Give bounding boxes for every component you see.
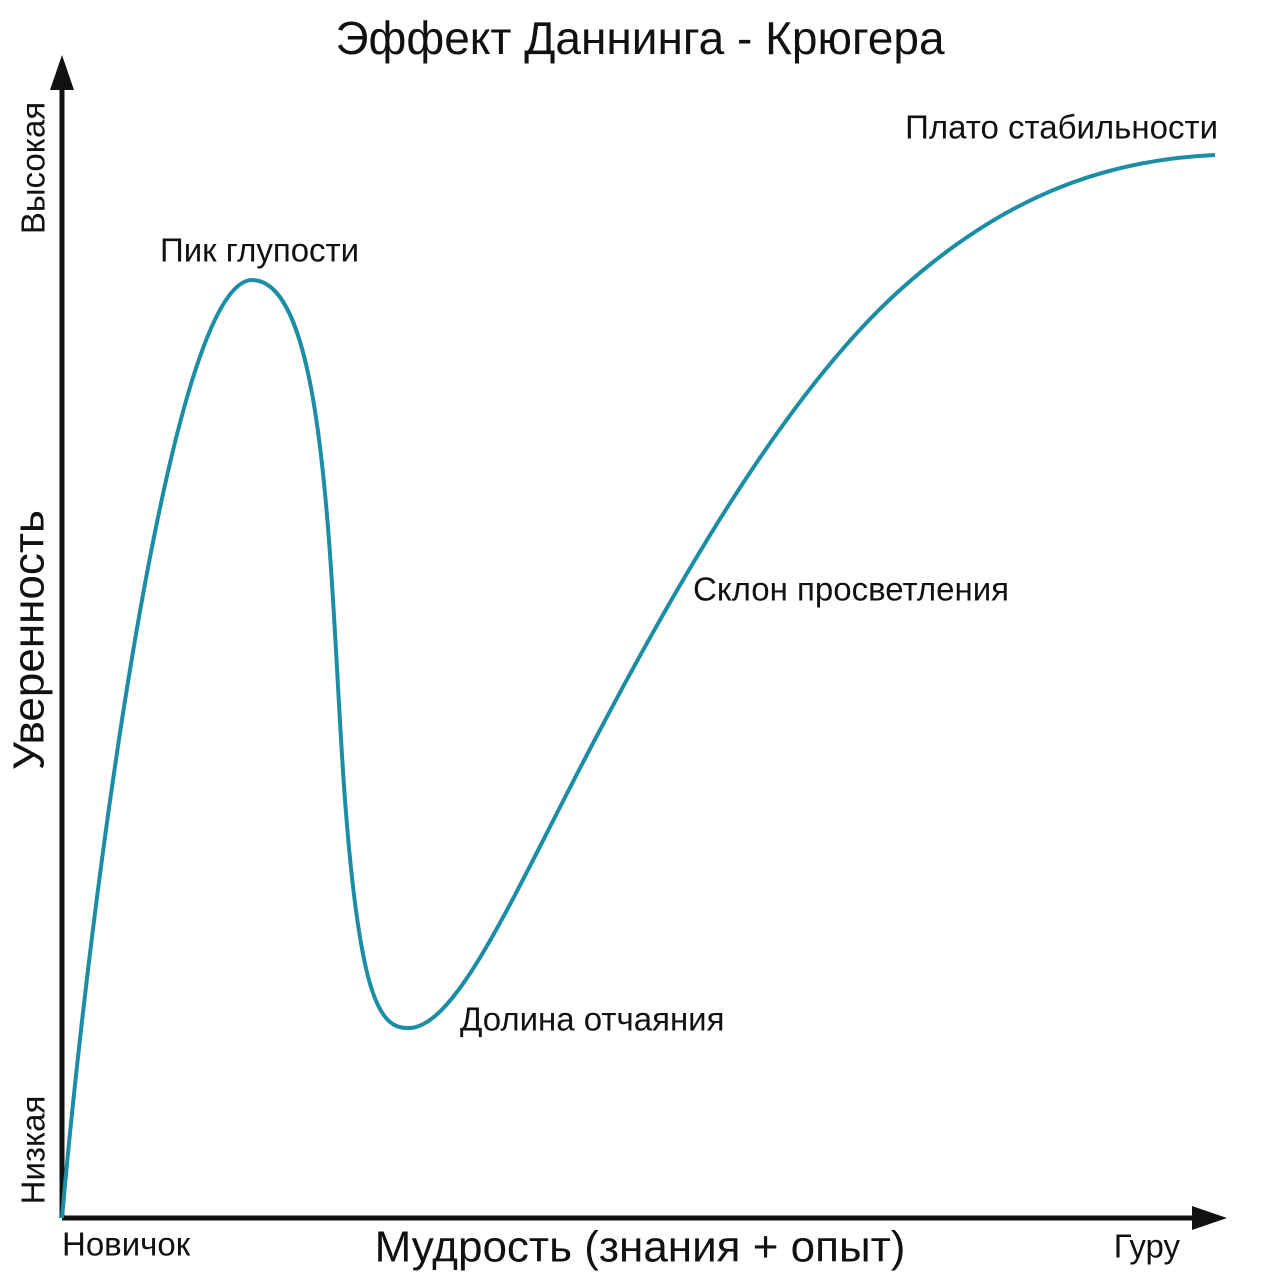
x-low: Новичок [62, 1226, 191, 1263]
curve [60, 153, 1216, 1219]
annotation: Плато стабильности [905, 109, 1218, 146]
title: Эффект Даннинга - Крюгера [335, 12, 945, 64]
y-high: Высокая [15, 102, 52, 234]
annotation: Склон просветления [693, 571, 1009, 608]
x-axis-label: Мудрость (знания + опыт) [375, 1223, 906, 1272]
y-low: Низкая [15, 1096, 52, 1205]
annotation: Долина отчаяния [460, 1001, 724, 1038]
x-arrow [1192, 1206, 1227, 1230]
y-axis-label: Уверенность [5, 510, 54, 770]
x-high: Гуру [1114, 1228, 1181, 1265]
annotation: Пик глупости [160, 232, 359, 269]
y-arrow [50, 55, 74, 90]
